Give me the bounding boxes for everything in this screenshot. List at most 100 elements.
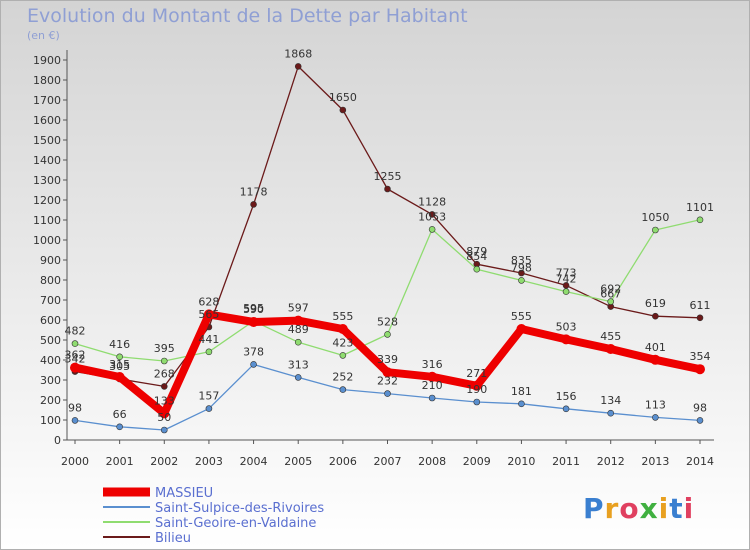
data-point: [650, 354, 661, 365]
data-point: [205, 405, 213, 412]
x-tick-label: 2001: [106, 455, 134, 468]
data-label: 503: [556, 320, 577, 333]
data-label: 401: [645, 341, 666, 354]
data-point: [382, 367, 393, 378]
data-point: [518, 269, 525, 277]
data-label: 271: [466, 367, 487, 380]
y-tick-label: 100: [40, 414, 61, 427]
data-point: [516, 324, 527, 334]
data-point: [428, 394, 436, 402]
data-label: 692: [600, 283, 621, 296]
data-point: [695, 364, 705, 375]
data-point: [70, 362, 80, 373]
y-tick-label: 1300: [33, 174, 61, 187]
data-label: 50: [157, 411, 171, 424]
legend-label: Saint-Sulpice-des-Rivoires: [155, 501, 324, 516]
x-tick-label: 2011: [552, 455, 580, 468]
legend-label: MASSIEU: [155, 486, 213, 501]
data-point: [473, 398, 481, 406]
data-label: 1101: [686, 201, 714, 214]
data-label: 378: [243, 345, 264, 358]
x-tick-label: 2000: [61, 455, 89, 468]
data-point: [116, 353, 123, 361]
data-point: [428, 211, 436, 218]
y-tick-label: 1200: [33, 194, 61, 207]
data-label: 742: [556, 273, 577, 286]
data-point: [337, 324, 348, 334]
chart-subtitle: (en €): [27, 29, 60, 42]
data-point: [696, 314, 704, 322]
data-label: 1053: [418, 210, 446, 223]
data-label: 232: [377, 375, 398, 388]
data-point: [428, 226, 436, 233]
proxiti-logo: Proxiti: [583, 492, 695, 525]
data-point: [160, 357, 168, 365]
data-label: 1128: [418, 195, 446, 208]
x-tick-label: 2012: [597, 455, 625, 468]
y-tick-label: 200: [40, 394, 61, 407]
data-point: [471, 380, 482, 391]
data-label: 1650: [329, 91, 357, 104]
data-label: 98: [693, 401, 707, 414]
y-tick-label: 600: [40, 314, 61, 327]
x-tick-label: 2014: [686, 455, 714, 468]
x-tick-label: 2005: [284, 455, 312, 468]
y-tick-label: 1900: [33, 54, 61, 67]
data-point: [518, 400, 525, 408]
data-point: [205, 348, 213, 356]
data-label: 854: [466, 250, 487, 263]
legend-label: Bilieu: [155, 531, 191, 546]
data-point: [518, 277, 525, 284]
data-label: 595: [243, 302, 264, 315]
data-label: 1255: [374, 170, 402, 183]
data-point: [71, 417, 79, 424]
data-point: [652, 414, 659, 421]
data-label: 157: [198, 390, 219, 403]
data-label: 305: [109, 360, 130, 373]
data-label: 565: [198, 308, 219, 321]
data-label: 611: [690, 299, 711, 312]
data-point: [339, 106, 347, 114]
data-point: [605, 344, 616, 354]
data-label: 156: [556, 390, 577, 403]
data-point: [250, 201, 257, 208]
data-label: 423: [332, 336, 353, 349]
data-label: 667: [600, 288, 621, 301]
y-tick-label: 800: [40, 274, 61, 287]
data-label: 313: [288, 358, 309, 371]
data-point: [71, 340, 79, 347]
y-tick-label: 900: [40, 254, 61, 267]
data-label: 482: [65, 325, 86, 338]
data-point: [696, 417, 704, 424]
data-point: [652, 312, 659, 320]
data-point: [384, 390, 391, 397]
data-label: 316: [422, 358, 443, 371]
data-point: [339, 386, 347, 393]
y-tick-label: 1800: [33, 74, 61, 87]
data-label: 133: [154, 394, 175, 407]
y-tick-label: 300: [40, 374, 61, 387]
data-point: [294, 63, 302, 70]
data-point: [339, 352, 347, 359]
data-label: 339: [377, 353, 398, 366]
data-point: [159, 408, 170, 419]
data-label: 597: [288, 302, 309, 315]
data-label: 354: [690, 350, 711, 363]
data-point: [696, 216, 704, 224]
y-tick-label: 700: [40, 294, 61, 307]
data-point: [473, 265, 481, 273]
x-tick-label: 2008: [418, 455, 446, 468]
data-label: 395: [154, 342, 175, 355]
data-label: 210: [422, 379, 443, 392]
data-label: 98: [68, 401, 82, 414]
y-tick-label: 1400: [33, 154, 61, 167]
data-point: [293, 315, 304, 326]
chart-title: Evolution du Montant de la Dette par Hab…: [27, 5, 468, 27]
data-point: [607, 298, 615, 305]
data-point: [652, 226, 659, 234]
data-point: [160, 383, 168, 390]
data-label: 1178: [240, 185, 268, 198]
data-label: 1050: [641, 211, 669, 224]
data-label: 798: [511, 261, 532, 274]
